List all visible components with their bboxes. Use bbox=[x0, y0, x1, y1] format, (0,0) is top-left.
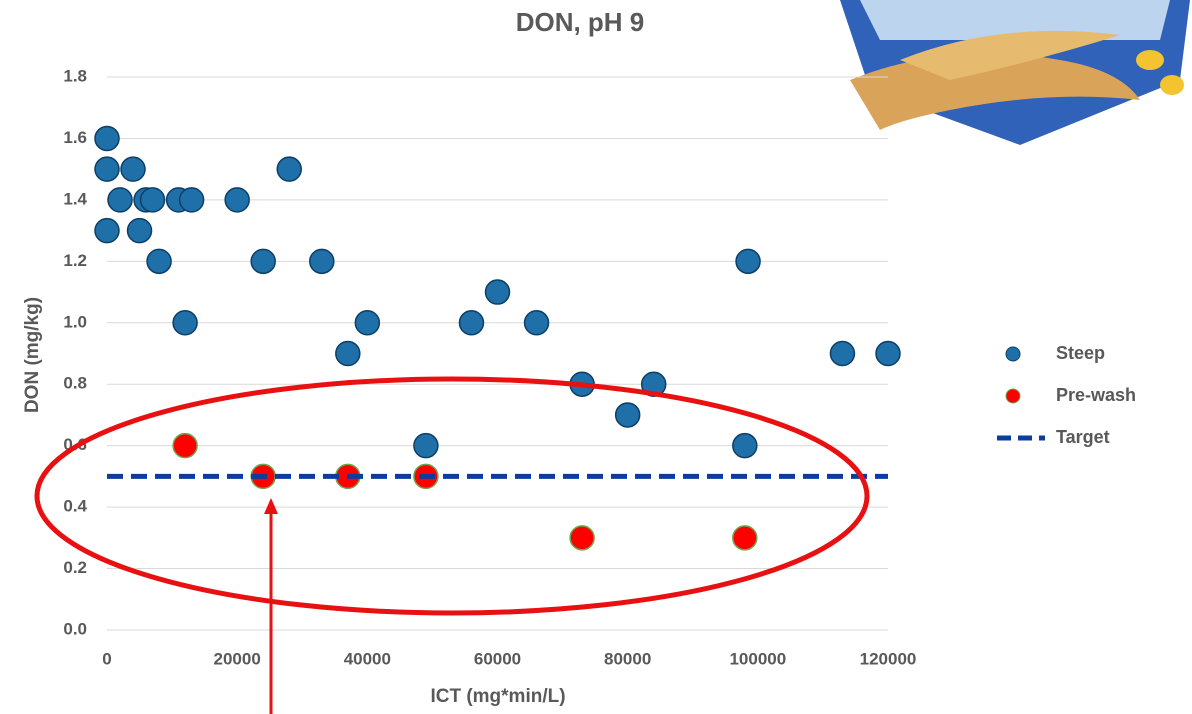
y-tick-label: 1.6 bbox=[63, 128, 87, 147]
legend-swatch bbox=[1006, 389, 1020, 403]
x-tick-label: 100000 bbox=[729, 649, 786, 668]
point bbox=[616, 403, 640, 427]
legend-label: Steep bbox=[1056, 343, 1105, 363]
point bbox=[173, 434, 197, 458]
decor-image bbox=[840, 0, 1190, 145]
point bbox=[121, 157, 145, 181]
point bbox=[414, 434, 438, 458]
y-tick-label: 0.0 bbox=[63, 619, 87, 638]
point bbox=[733, 434, 757, 458]
y-tick-label: 1.2 bbox=[63, 251, 87, 270]
point bbox=[128, 219, 152, 243]
y-tick-label: 0.2 bbox=[63, 558, 87, 577]
point bbox=[180, 188, 204, 212]
y-tick-label: 1.8 bbox=[63, 66, 87, 85]
point bbox=[570, 526, 594, 550]
point bbox=[355, 311, 379, 335]
point bbox=[336, 342, 360, 366]
legend-label: Pre-wash bbox=[1056, 385, 1136, 405]
y-axis-label: DON (mg/kg) bbox=[22, 297, 43, 413]
point bbox=[486, 280, 510, 304]
point bbox=[95, 219, 119, 243]
point bbox=[147, 249, 171, 273]
point bbox=[95, 157, 119, 181]
point bbox=[733, 526, 757, 550]
x-tick-label: 20000 bbox=[214, 649, 261, 668]
point bbox=[251, 249, 275, 273]
arrow-head bbox=[264, 498, 278, 514]
point bbox=[173, 311, 197, 335]
point bbox=[277, 157, 301, 181]
point bbox=[876, 342, 900, 366]
point bbox=[459, 311, 483, 335]
y-tick-label: 1.4 bbox=[63, 189, 87, 208]
point bbox=[736, 249, 760, 273]
chart-title: DON, pH 9 bbox=[516, 7, 645, 37]
point bbox=[108, 188, 132, 212]
legend-swatch bbox=[1006, 347, 1020, 361]
point bbox=[310, 249, 334, 273]
x-tick-label: 60000 bbox=[474, 649, 521, 668]
point bbox=[525, 311, 549, 335]
x-tick-label: 80000 bbox=[604, 649, 651, 668]
x-tick-label: 120000 bbox=[860, 649, 917, 668]
point bbox=[95, 126, 119, 150]
point bbox=[830, 342, 854, 366]
y-tick-label: 1.0 bbox=[63, 312, 87, 331]
chart: DON, pH 9 ICT (mg*min/L) DON (mg/kg) 0.0… bbox=[0, 0, 1192, 714]
x-tick-label: 40000 bbox=[344, 649, 391, 668]
legend-label: Target bbox=[1056, 427, 1110, 447]
y-tick-label: 0.8 bbox=[63, 374, 87, 393]
x-axis-label: ICT (mg*min/L) bbox=[430, 686, 565, 707]
highlight-ellipse bbox=[37, 379, 867, 613]
y-tick-label: 0.4 bbox=[63, 497, 87, 516]
point bbox=[141, 188, 165, 212]
x-tick-label: 0 bbox=[102, 649, 111, 668]
point bbox=[225, 188, 249, 212]
